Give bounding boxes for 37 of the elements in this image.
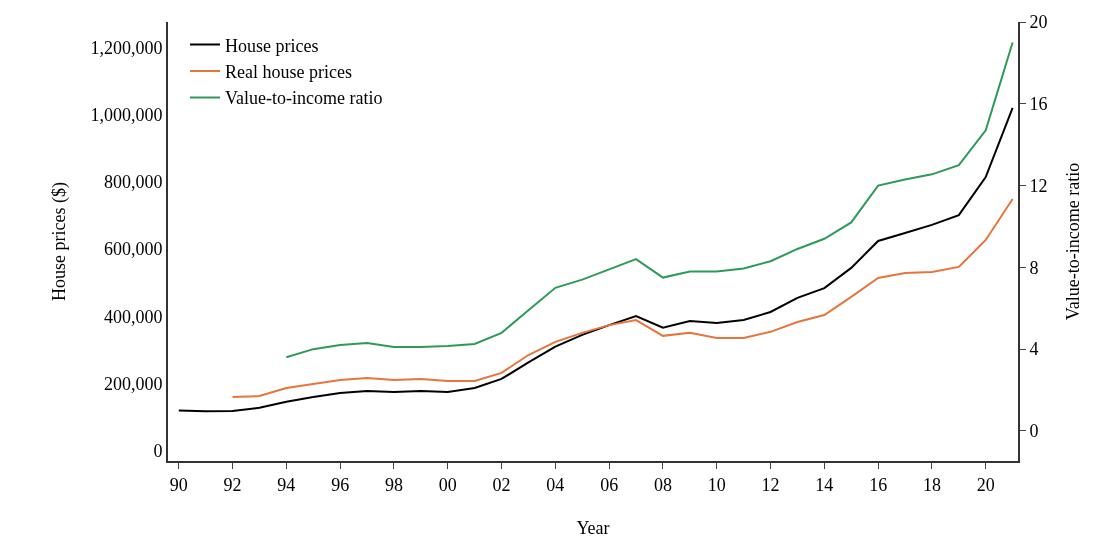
y-tick-label: 1,000,000 <box>90 104 163 125</box>
y-tick-label: 0 <box>153 441 163 462</box>
x-tick-label: 18 <box>922 474 941 495</box>
x-tick-label: 06 <box>600 474 619 495</box>
x-tick-label: 20 <box>976 474 995 495</box>
x-axis-title: Year <box>576 518 610 538</box>
x-tick-label: 90 <box>169 474 188 495</box>
y-axis-title: House prices ($) <box>49 182 71 301</box>
y-tick-label: 600,000 <box>103 239 163 260</box>
y2-tick-label: 8 <box>1029 257 1039 278</box>
y2-axis-title: Value-to-income ratio <box>1063 162 1084 321</box>
y2-tick-label: 12 <box>1029 175 1048 196</box>
x-tick-label: 00 <box>438 474 457 495</box>
legend-label: Value-to-income ratio <box>225 88 383 109</box>
x-tick-label: 04 <box>546 474 565 495</box>
x-tick-label: 98 <box>384 474 403 495</box>
y2-tick-label: 0 <box>1029 421 1039 442</box>
y-tick-label: 1,200,000 <box>90 37 163 58</box>
line-series <box>177 106 1014 413</box>
y-tick-label: 800,000 <box>103 172 163 193</box>
y2-tick-label: 20 <box>1029 12 1048 33</box>
x-tick-label: 94 <box>277 474 296 495</box>
x-tick-label: 92 <box>223 474 242 495</box>
y2-tick-label: 16 <box>1029 94 1048 115</box>
y-tick-label: 200,000 <box>103 373 163 394</box>
line-series <box>231 197 1014 399</box>
x-tick-label: 12 <box>761 474 780 495</box>
x-tick-label: 10 <box>707 474 726 495</box>
x-tick-label: 08 <box>653 474 672 495</box>
x-tick-label: 96 <box>331 474 350 495</box>
legend-label: Real house prices <box>225 62 352 83</box>
legend-label: House prices <box>225 35 319 56</box>
x-tick-label: 14 <box>815 474 834 495</box>
y2-tick-label: 4 <box>1029 339 1039 360</box>
x-tick-label: 16 <box>869 474 888 495</box>
x-tick-label: 02 <box>492 474 511 495</box>
y-tick-label: 400,000 <box>103 306 163 327</box>
